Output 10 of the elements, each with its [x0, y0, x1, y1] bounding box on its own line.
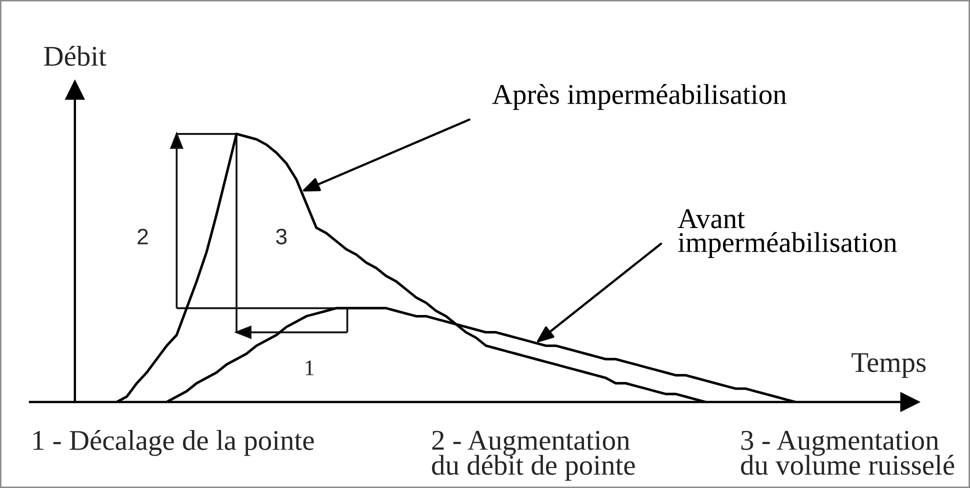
text: 2 - Augmentation du débit de pointe [432, 430, 635, 481]
text: 3 - Augmentation du volume ruisselé [741, 430, 954, 475]
annotation: 2 [138, 228, 148, 244]
text: Après imperméabilisation [492, 84, 786, 110]
y-axis-title: Débit [44, 46, 106, 66]
x-axis-title: Temps [852, 353, 926, 378]
text: 1 - Décalage de la pointe [34, 430, 314, 456]
annotation: 1 [306, 360, 314, 376]
annotation: 3 [276, 228, 287, 244]
text: Avant imperméabilisation [678, 209, 897, 258]
